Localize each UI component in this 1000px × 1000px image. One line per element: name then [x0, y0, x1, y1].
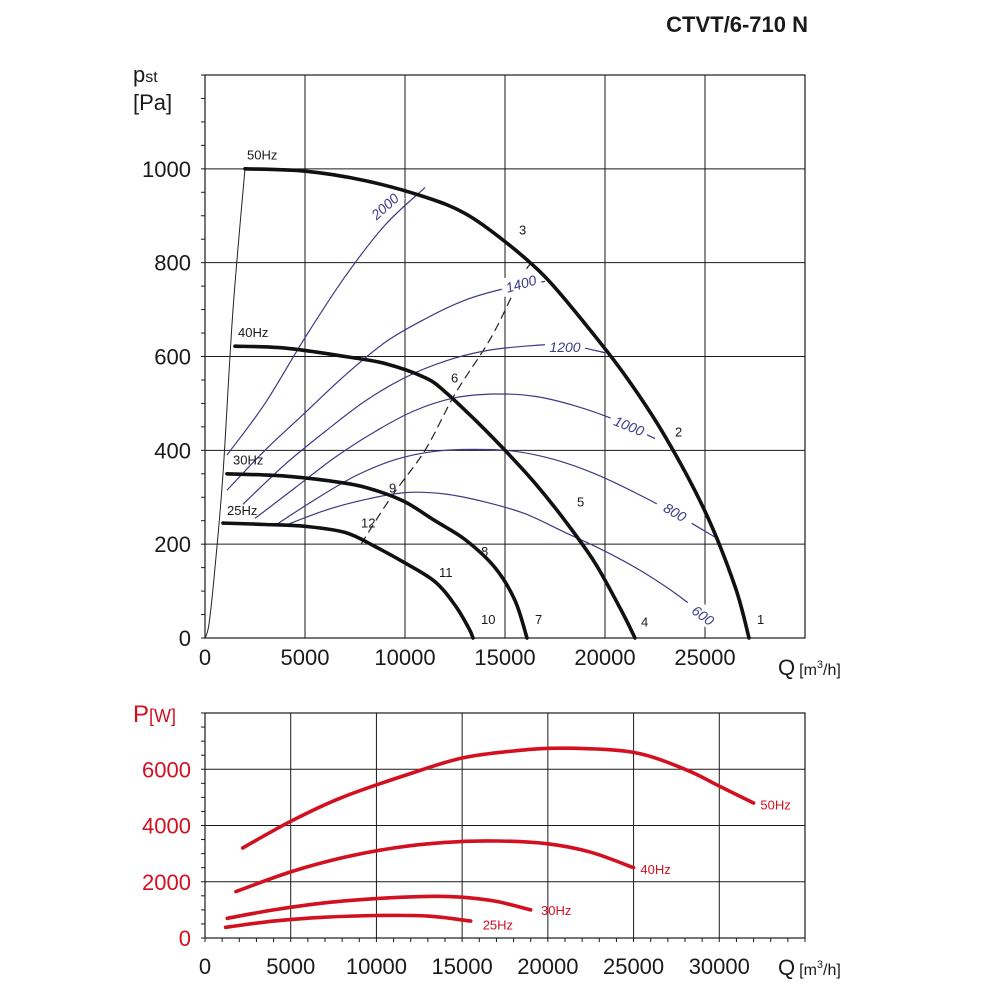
- fan-curve-30Hz: [225, 472, 529, 640]
- x-axis-unit: [m: [799, 962, 817, 979]
- x-tick-label: 5000: [266, 954, 315, 979]
- power-series-label: 30Hz: [541, 903, 571, 918]
- pressure-chart: 0 5000 10000 15000 20000 25000 0 200 400 600 800 10…: [133, 62, 841, 680]
- x-axis-unit-tail: /h]: [823, 662, 841, 679]
- fan-curve-40Hz: [233, 344, 637, 640]
- power-chart: 0 5000 10000 15000 20000 25000 30000 0 2000 4000 6…: [133, 701, 841, 980]
- series-label: 25Hz: [227, 503, 257, 518]
- series-label: 50Hz: [247, 147, 277, 162]
- x-tick-label: 15000: [432, 954, 493, 979]
- rpm-label-bg: [363, 185, 406, 226]
- x-tick-label: 5000: [281, 645, 330, 670]
- rpm-curve-2000: [226, 187, 426, 456]
- x-tick-label: 0: [199, 645, 211, 670]
- point-label: 9: [389, 481, 396, 496]
- rpm-label-bg: [607, 409, 652, 441]
- y-axis-symbol: P: [133, 701, 149, 728]
- point-label: 5: [577, 495, 584, 510]
- rpm-curve-1000: [254, 393, 656, 519]
- y-axis-label: P[W]: [133, 701, 176, 728]
- rpm-label: 1200: [549, 339, 580, 355]
- y-tick-label: 400: [154, 438, 191, 463]
- power-series-label: 40Hz: [640, 862, 670, 877]
- x-tick-label: 10000: [374, 645, 435, 670]
- point-label: 3: [519, 223, 526, 238]
- x-axis-symbol: Q: [778, 955, 795, 980]
- x-tick-label: 25000: [603, 954, 664, 979]
- rpm-label: 1400: [504, 272, 539, 296]
- point-label: 1: [757, 612, 764, 627]
- chart-title: CTVT/6-710 N: [666, 12, 808, 37]
- power-series-label: 25Hz: [483, 918, 513, 933]
- rpm-curve-800: [274, 448, 716, 538]
- rpm-label-bg: [499, 268, 543, 297]
- rpm-label-bg: [545, 337, 585, 356]
- x-axis-label: Q [m3/h]: [778, 955, 841, 980]
- fan-curve-25Hz: [221, 521, 475, 640]
- point-label: 10: [481, 612, 495, 627]
- x-tick-label: 10000: [346, 954, 407, 979]
- power-series-label: 50Hz: [760, 797, 790, 812]
- x-axis-exponent: 3: [817, 659, 823, 671]
- rpm-label: 1000: [612, 413, 647, 440]
- y-axis-symbol: p: [133, 62, 145, 87]
- point-label: 11: [439, 565, 453, 580]
- y-axis-unit: [W]: [149, 706, 176, 726]
- rpm-curve-1200: [242, 343, 606, 505]
- x-tick-label: 15000: [474, 645, 535, 670]
- rpm-label-bg: [682, 595, 726, 634]
- y-tick-label: 200: [154, 532, 191, 557]
- y-tick-label: 4000: [142, 814, 191, 839]
- y-axis-label: pst: [133, 62, 158, 87]
- x-axis-unit-tail: /h]: [823, 962, 841, 979]
- x-tick-label: 30000: [689, 954, 750, 979]
- rpm-curve-1400: [226, 280, 546, 491]
- y-tick-label: 6000: [142, 757, 191, 782]
- point-label: 7: [535, 612, 542, 627]
- power-curve-50Hz: [240, 746, 756, 850]
- stall-limit-line: [204, 168, 246, 639]
- rpm-label-bg: [653, 493, 698, 530]
- rpm-curve-600: [284, 491, 716, 627]
- y-tick-label: 1000: [142, 157, 191, 182]
- power-curve-25Hz: [223, 913, 473, 930]
- x-tick-label: 20000: [517, 954, 578, 979]
- x-tick-label: 25000: [674, 645, 735, 670]
- point-label: 2: [675, 424, 682, 439]
- power-curve-30Hz: [225, 894, 533, 921]
- x-axis-label: Q [m3/h]: [778, 655, 841, 680]
- point-label: 12: [361, 516, 375, 531]
- y-tick-label: 0: [179, 626, 191, 651]
- x-axis-exponent: 3: [817, 959, 823, 971]
- x-axis-symbol: Q: [778, 655, 795, 680]
- y-tick-label: 600: [154, 345, 191, 370]
- y-axis-unit: [Pa]: [133, 90, 172, 115]
- point-label: 6: [451, 370, 458, 385]
- y-tick-label: 800: [154, 251, 191, 276]
- x-tick-label: 0: [199, 954, 211, 979]
- power-curve-40Hz: [234, 839, 636, 894]
- point-label: 8: [481, 544, 488, 559]
- point-label: 4: [641, 614, 648, 629]
- x-tick-label: 20000: [574, 645, 635, 670]
- fan-curve-50Hz: [243, 167, 751, 640]
- y-tick-label: 2000: [142, 870, 191, 895]
- series-label: 30Hz: [233, 452, 263, 467]
- x-axis-unit: [m: [799, 662, 817, 679]
- y-tick-label: 0: [179, 926, 191, 951]
- y-axis-subscript: st: [145, 69, 158, 86]
- series-label: 40Hz: [238, 325, 268, 340]
